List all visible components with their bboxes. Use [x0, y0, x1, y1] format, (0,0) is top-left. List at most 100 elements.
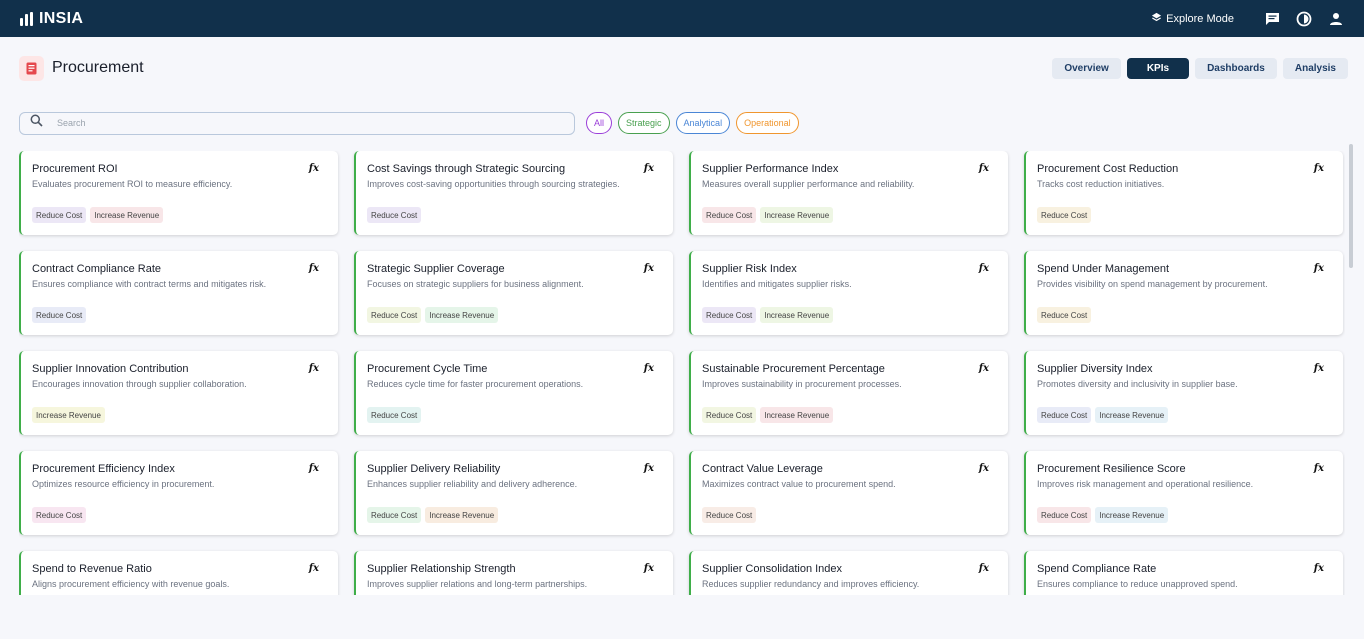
kpi-card-description: Ensures compliance with contract terms a…	[32, 279, 267, 289]
kpi-card[interactable]: Spend to Revenue Ratio Aligns procurement…	[19, 551, 338, 595]
formula-icon[interactable]: fx	[978, 363, 989, 374]
kpi-card-description: Improves risk management and operational…	[1037, 479, 1254, 489]
tag-reduce-cost: Reduce Cost	[367, 507, 422, 523]
kpi-card[interactable]: Spend Under Management Provides visibilit…	[1024, 251, 1343, 335]
app-name: INSIA	[39, 9, 84, 27]
kpi-card-title: Supplier Performance Index	[702, 163, 839, 175]
formula-icon[interactable]: fx	[643, 363, 654, 374]
kpi-card[interactable]: Supplier Relationship Strength Improves s…	[354, 551, 673, 595]
kpi-tags: Reduce Cost Increase Revenue	[1037, 507, 1169, 523]
kpi-card[interactable]: Supplier Risk Index Identifies and mitiga…	[689, 251, 1008, 335]
kpi-tags: Reduce Cost	[1037, 207, 1092, 223]
kpi-card-description: Improves cost-saving opportunities throu…	[367, 179, 620, 189]
view-tabs: Overview KPIs Dashboards Analysis	[1052, 57, 1348, 79]
kpi-card-title: Spend Under Management	[1037, 263, 1170, 275]
formula-icon[interactable]: fx	[978, 463, 989, 474]
explore-mode-button[interactable]: Explore Mode	[1151, 12, 1234, 26]
formula-icon[interactable]: fx	[308, 263, 319, 274]
formula-icon[interactable]: fx	[978, 263, 989, 274]
tab-dashboards[interactable]: Dashboards	[1195, 57, 1277, 79]
kpi-tags: Reduce Cost Increase Revenue	[702, 307, 834, 323]
kpi-card-title: Supplier Risk Index	[702, 263, 797, 275]
kpi-card-description: Aligns procurement efficiency with reven…	[32, 579, 230, 589]
formula-icon[interactable]: fx	[308, 563, 319, 574]
kpi-card-title: Spend to Revenue Ratio	[32, 563, 152, 575]
kpi-card-title: Procurement ROI	[32, 163, 118, 175]
tab-kpis[interactable]: KPIs	[1126, 57, 1190, 79]
theme-toggle-icon[interactable]	[1296, 11, 1312, 27]
filter-chip-analytical[interactable]: Analytical	[675, 112, 731, 134]
tag-increase-revenue: Increase Revenue	[425, 507, 499, 523]
kpi-card[interactable]: Procurement Efficiency Index Optimizes re…	[19, 451, 338, 535]
formula-icon[interactable]: fx	[308, 163, 319, 174]
kpi-card[interactable]: Supplier Innovation Contribution Encourag…	[19, 351, 338, 435]
formula-icon[interactable]: fx	[308, 363, 319, 374]
kpi-tags: Reduce Cost Increase Revenue	[367, 507, 499, 523]
kpi-card[interactable]: Sustainable Procurement Percentage Improv…	[689, 351, 1008, 435]
kpi-card-description: Optimizes resource efficiency in procure…	[32, 479, 215, 489]
kpi-card-description: Improves supplier relations and long-ter…	[367, 579, 588, 589]
tag-reduce-cost: Reduce Cost	[1037, 507, 1092, 523]
kpi-card[interactable]: Procurement Cycle Time Reduces cycle time…	[354, 351, 673, 435]
tag-increase-revenue: Increase Revenue	[425, 307, 499, 323]
kpi-card-title: Procurement Cost Reduction	[1037, 163, 1179, 175]
formula-icon[interactable]: fx	[1313, 263, 1324, 274]
kpi-card-title: Cost Savings through Strategic Sourcing	[367, 163, 566, 175]
formula-icon[interactable]: fx	[1313, 363, 1324, 374]
kpi-card-title: Supplier Diversity Index	[1037, 363, 1153, 375]
kpi-card[interactable]: Supplier Consolidation Index Reduces supp…	[689, 551, 1008, 595]
tab-analysis[interactable]: Analysis	[1282, 57, 1348, 79]
formula-icon[interactable]: fx	[643, 563, 654, 574]
formula-icon[interactable]: fx	[1313, 463, 1324, 474]
kpi-card[interactable]: Procurement ROI Evaluates procurement ROI…	[19, 151, 338, 235]
formula-icon[interactable]: fx	[643, 263, 654, 274]
filter-chip-operational[interactable]: Operational	[736, 112, 799, 134]
formula-icon[interactable]: fx	[1313, 563, 1324, 574]
kpi-card-title: Supplier Relationship Strength	[367, 563, 516, 575]
kpi-card[interactable]: Supplier Diversity Index Promotes diversi…	[1024, 351, 1343, 435]
tag-reduce-cost: Reduce Cost	[32, 307, 87, 323]
kpi-card[interactable]: Strategic Supplier Coverage Focuses on st…	[354, 251, 673, 335]
scrollbar[interactable]	[1349, 144, 1353, 268]
kpi-card[interactable]: Supplier Performance Index Measures overa…	[689, 151, 1008, 235]
kpi-card[interactable]: Procurement Resilience Score Improves ris…	[1024, 451, 1343, 535]
tag-increase-revenue: Increase Revenue	[32, 407, 105, 423]
formula-icon[interactable]: fx	[643, 163, 654, 174]
filter-chip-all[interactable]: All	[586, 112, 613, 134]
explore-mode-label: Explore Mode	[1166, 12, 1234, 25]
formula-icon[interactable]: fx	[643, 463, 654, 474]
kpi-card[interactable]: Contract Value Leverage Maximizes contrac…	[689, 451, 1008, 535]
kpi-grid: Procurement ROI Evaluates procurement ROI…	[19, 151, 1345, 595]
formula-icon[interactable]: fx	[978, 563, 989, 574]
tag-reduce-cost: Reduce Cost	[1037, 407, 1092, 423]
tab-overview[interactable]: Overview	[1052, 57, 1121, 79]
kpi-tags: Reduce Cost Increase Revenue	[702, 207, 834, 223]
document-icon	[19, 55, 44, 81]
formula-icon[interactable]: fx	[978, 163, 989, 174]
kpi-card-title: Contract Value Leverage	[702, 463, 823, 475]
kpi-card[interactable]: Contract Compliance Rate Ensures complian…	[19, 251, 338, 335]
tag-increase-revenue: Increase Revenue	[1095, 407, 1169, 423]
tag-reduce-cost: Reduce Cost	[367, 407, 422, 423]
kpi-tags: Increase Revenue	[32, 407, 105, 423]
chat-icon[interactable]	[1264, 11, 1280, 27]
formula-icon[interactable]: fx	[1313, 163, 1324, 174]
app-logo[interactable]: INSIA	[20, 10, 83, 28]
kpi-card-description: Identifies and mitigates supplier risks.	[702, 279, 852, 289]
user-icon[interactable]	[1328, 11, 1344, 27]
page-title: Procurement	[52, 59, 144, 76]
kpi-card[interactable]: Cost Savings through Strategic Sourcing I…	[354, 151, 673, 235]
kpi-card-title: Supplier Innovation Contribution	[32, 363, 189, 375]
tag-increase-revenue: Increase Revenue	[760, 207, 834, 223]
kpi-card[interactable]: Procurement Cost Reduction Tracks cost re…	[1024, 151, 1343, 235]
filter-chip-strategic[interactable]: Strategic	[618, 112, 670, 134]
kpi-card[interactable]: Supplier Delivery Reliability Enhances su…	[354, 451, 673, 535]
kpi-card-description: Tracks cost reduction initiatives.	[1037, 179, 1165, 189]
top-navbar: INSIA Explore Mode	[0, 0, 1364, 37]
kpi-tags: Reduce Cost	[367, 407, 422, 423]
logo-bars-icon	[20, 11, 33, 26]
search-input[interactable]	[57, 118, 537, 128]
search-icon	[30, 114, 43, 132]
formula-icon[interactable]: fx	[308, 463, 319, 474]
kpi-card[interactable]: Spend Compliance Rate Ensures compliance …	[1024, 551, 1343, 595]
